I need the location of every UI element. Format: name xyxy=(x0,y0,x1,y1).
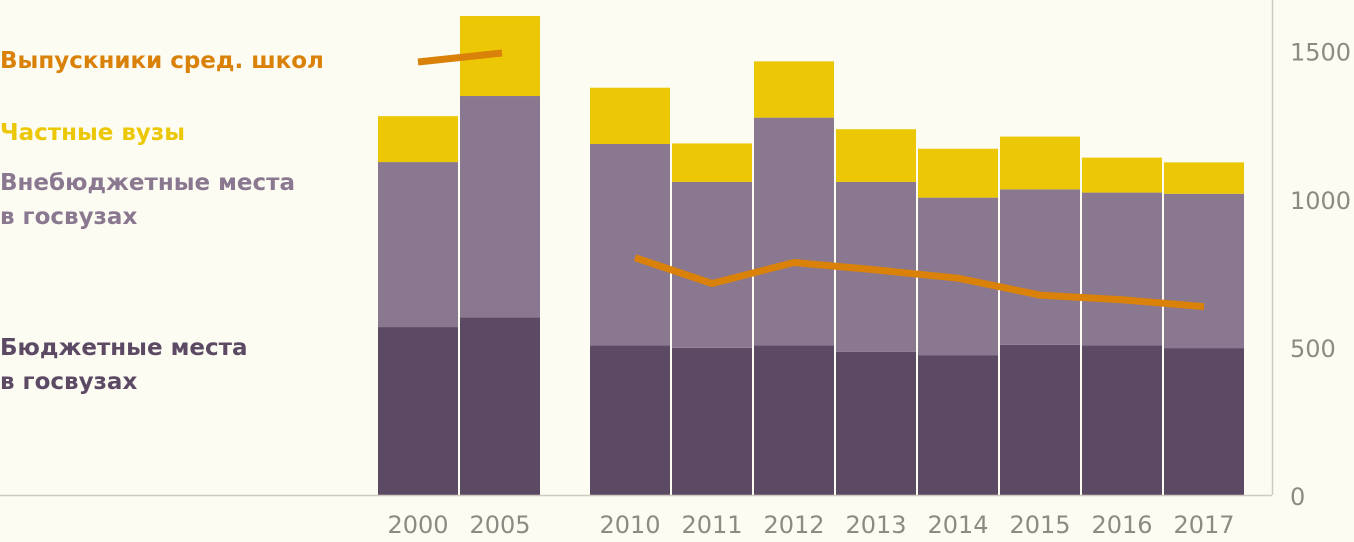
bar-budget-2015 xyxy=(1000,344,1080,495)
bar-private-2016 xyxy=(1082,157,1162,193)
x-tick-label: 2005 xyxy=(469,511,530,539)
bar-private-2011 xyxy=(672,143,752,182)
legend-line-sample xyxy=(417,49,503,66)
x-tick-label: 2011 xyxy=(681,511,742,539)
legend-label-private-universities: Частные вузы xyxy=(0,120,186,146)
bar-paid-2017 xyxy=(1164,193,1244,349)
bar-paid-2005 xyxy=(460,96,540,318)
graduates-line xyxy=(633,254,1205,311)
x-tick-label: 2010 xyxy=(599,511,660,539)
bar-budget-2011 xyxy=(672,347,752,495)
bar-private-2014 xyxy=(918,148,998,198)
x-tick-label: 2016 xyxy=(1091,511,1152,539)
y-tick-label: 1000 xyxy=(1290,187,1351,215)
x-tick-label: 2000 xyxy=(387,511,448,539)
x-tick-label: 2014 xyxy=(927,511,988,539)
bar-budget-2013 xyxy=(836,351,916,495)
bar-private-2017 xyxy=(1164,162,1244,194)
bar-budget-2000 xyxy=(378,327,458,495)
bar-budget-2014 xyxy=(918,355,998,495)
legend-label-budget-places: Бюджетные места в госвузах xyxy=(0,335,248,395)
y-tick-label: 1500 xyxy=(1290,39,1351,67)
bar-budget-2005 xyxy=(460,317,540,495)
bar-budget-2012 xyxy=(754,345,834,495)
bar-budget-2010 xyxy=(590,345,670,495)
y-tick-label: 500 xyxy=(1290,335,1336,363)
x-tick-label: 2015 xyxy=(1009,511,1070,539)
bar-private-2015 xyxy=(1000,136,1080,190)
bar-paid-2016 xyxy=(1082,192,1162,346)
bar-private-2000 xyxy=(378,116,458,163)
x-tick-label: 2017 xyxy=(1173,511,1234,539)
bar-private-2012 xyxy=(754,61,834,118)
legend-label-graduates: Выпускники сред. школ xyxy=(0,48,324,74)
bar-paid-2000 xyxy=(378,162,458,328)
bar-paid-2012 xyxy=(754,117,834,346)
bar-paid-2015 xyxy=(1000,189,1080,345)
x-tick-label: 2013 xyxy=(845,511,906,539)
bar-budget-2016 xyxy=(1082,345,1162,495)
x-tick-label: 2012 xyxy=(763,511,824,539)
bar-private-2010 xyxy=(590,87,670,145)
bar-budget-2017 xyxy=(1164,348,1244,495)
legend-label-paid-places: Внебюджетные места в госвузах xyxy=(0,170,296,230)
bar-paid-2011 xyxy=(672,181,752,348)
bar-paid-2010 xyxy=(590,144,670,346)
bar-private-2013 xyxy=(836,129,916,182)
y-tick-label: 0 xyxy=(1290,483,1305,511)
